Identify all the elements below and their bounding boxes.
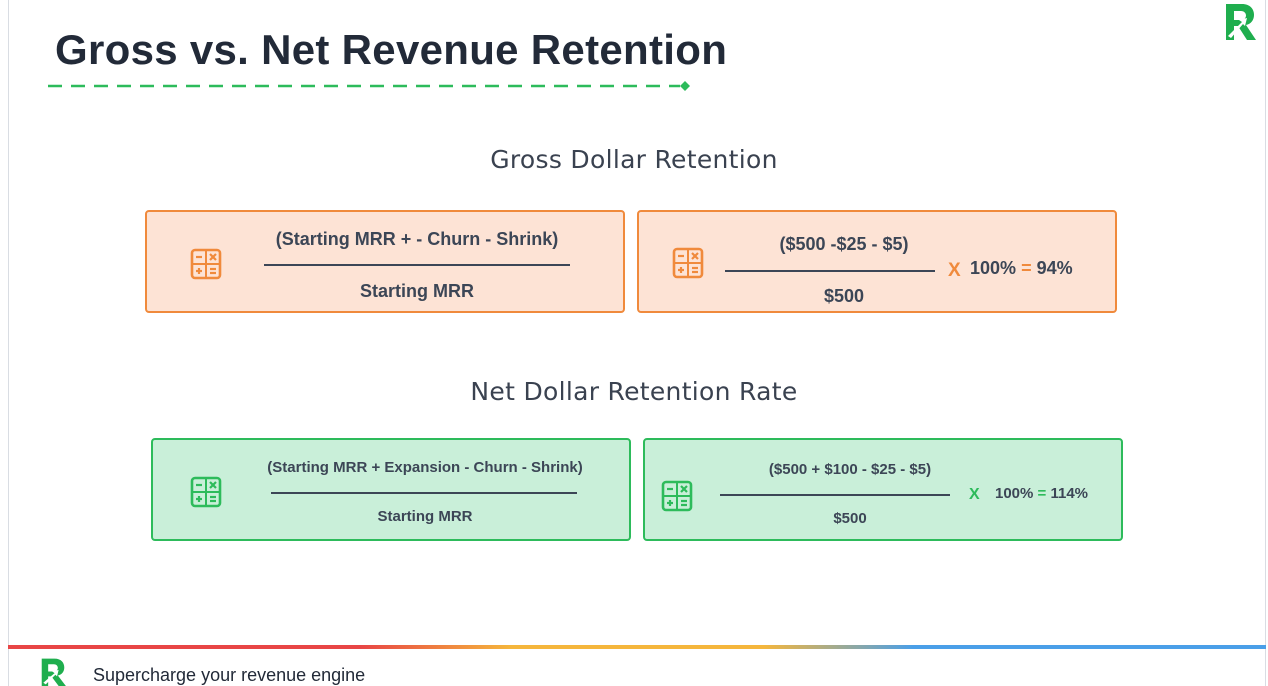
net-example-fraction-line bbox=[720, 494, 950, 496]
calculator-icon bbox=[190, 248, 222, 280]
gross-formula-card: (Starting MRR + - Churn - Shrink) Starti… bbox=[145, 210, 625, 313]
net-formula-card: (Starting MRR + Expansion - Churn - Shri… bbox=[151, 438, 631, 541]
gross-formula-fraction-line bbox=[264, 264, 570, 266]
slide-border-left bbox=[8, 0, 9, 686]
slide-border-right bbox=[1265, 0, 1266, 686]
net-example-card: ($500 + $100 - $25 - $5) $500 X 100% = 1… bbox=[643, 438, 1123, 541]
net-example-result-value: 114% bbox=[1050, 485, 1089, 502]
gross-example-multiplier: 100% bbox=[970, 258, 1017, 278]
calculator-icon bbox=[661, 480, 693, 512]
net-example-times-sign: X bbox=[969, 486, 980, 503]
gross-example-result: 100% = 94% bbox=[970, 258, 1073, 279]
net-example-equals-sign: = bbox=[1037, 485, 1047, 502]
gross-example-denominator: $500 bbox=[823, 286, 865, 306]
gross-example-fraction-line bbox=[725, 270, 935, 272]
footer-logo-icon bbox=[41, 658, 66, 686]
calculator-icon bbox=[672, 247, 704, 279]
title-underline-divider bbox=[48, 81, 690, 91]
net-example-multiplier: 100% bbox=[995, 485, 1034, 502]
footer-color-bar bbox=[8, 645, 1266, 649]
net-section-heading: Net Dollar Retention Rate bbox=[470, 377, 798, 406]
gross-example-card: ($500 -$25 - $5) $500 X 100% = 94% bbox=[637, 210, 1117, 313]
gross-example-times-sign: X bbox=[948, 260, 961, 281]
brand-logo-icon bbox=[1226, 4, 1256, 40]
gross-example-numerator: ($500 -$25 - $5) bbox=[779, 234, 909, 254]
gross-formula-denominator: Starting MRR bbox=[360, 281, 474, 301]
gross-example-equals-sign: = bbox=[1021, 258, 1032, 278]
net-example-denominator: $500 bbox=[833, 510, 867, 527]
gross-section-heading: Gross Dollar Retention bbox=[490, 145, 778, 174]
net-formula-numerator: (Starting MRR + Expansion - Churn - Shri… bbox=[267, 459, 583, 476]
net-formula-denominator: Starting MRR bbox=[377, 508, 473, 525]
page-title: Gross vs. Net Revenue Retention bbox=[55, 26, 728, 73]
net-formula-fraction-line bbox=[271, 492, 577, 494]
footer-tagline: Supercharge your revenue engine bbox=[93, 665, 366, 685]
net-example-result: 100% = 114% bbox=[995, 485, 1088, 502]
gross-formula-numerator: (Starting MRR + - Churn - Shrink) bbox=[275, 229, 559, 249]
calculator-icon bbox=[190, 476, 222, 508]
net-example-numerator: ($500 + $100 - $25 - $5) bbox=[768, 461, 932, 478]
gross-example-result-value: 94% bbox=[1036, 258, 1073, 278]
